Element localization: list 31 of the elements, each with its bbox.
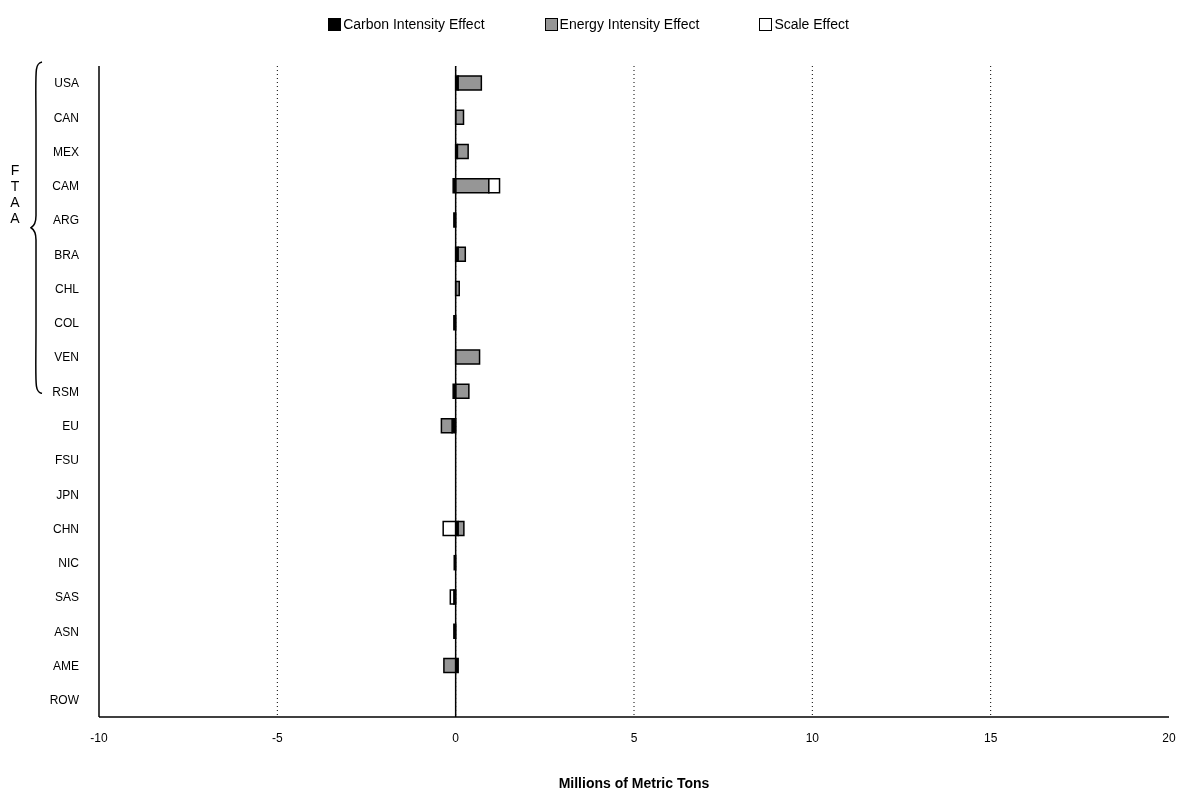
y-tick-label: AME	[52, 658, 79, 673]
y-tick-label: ASN	[54, 624, 79, 639]
x-tick-label: 5	[630, 730, 638, 745]
y-tick-label: EU	[62, 419, 79, 434]
y-tick-label: JPN	[56, 487, 79, 502]
x-tick-label: 10	[805, 730, 820, 745]
legend-label: Scale Effect	[773, 16, 849, 32]
y-tick-label: COL	[54, 316, 80, 331]
y-tick-label: CHN	[53, 521, 79, 536]
x-tick-label: 0	[452, 730, 460, 745]
y-tick-label: RSM	[52, 384, 79, 399]
text: FTAA	[9, 162, 21, 227]
y-tick-label: USA	[54, 76, 79, 91]
x-axis-title: Millions of Metric Tons	[558, 775, 710, 791]
x-tick-label: 15	[983, 730, 998, 745]
x-tick-label: -5	[272, 730, 283, 745]
y-tick-label: CHL	[54, 281, 80, 296]
y-tick-label: SAS	[54, 590, 79, 605]
x-tick-label: 20	[1162, 730, 1176, 745]
legend-label: Energy Intensity Effect	[558, 16, 700, 32]
y-tick-label: NIC	[58, 556, 80, 571]
y-tick-label: VEN	[54, 350, 79, 365]
y-tick-label: FSU	[55, 453, 79, 468]
y-tick-label: CAM	[52, 179, 79, 194]
legend-label: Carbon Intensity Effect	[342, 16, 485, 32]
x-tick-label: -10	[90, 730, 108, 745]
y-tick-label: ROW	[49, 693, 80, 708]
y-tick-label: ARG	[52, 213, 79, 228]
y-tick-label: BRA	[54, 247, 79, 262]
y-tick-label: MEX	[52, 144, 79, 159]
y-tick-label: CAN	[53, 110, 79, 125]
